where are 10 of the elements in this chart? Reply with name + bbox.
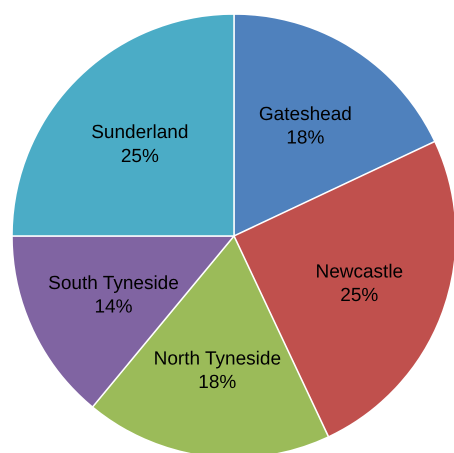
data-label: 18% — [198, 372, 236, 394]
data-label: 25% — [340, 285, 378, 306]
slice-label: North Tyneside — [154, 348, 282, 370]
slice-label: Gateshead — [258, 104, 352, 125]
data-label: 14% — [94, 296, 133, 318]
data-label: 18% — [286, 127, 324, 148]
slice-label: Newcastle — [315, 261, 404, 282]
data-label: 25% — [120, 146, 159, 167]
slice-label: South Tyneside — [48, 272, 179, 294]
slice-label: Sunderland — [91, 122, 188, 144]
